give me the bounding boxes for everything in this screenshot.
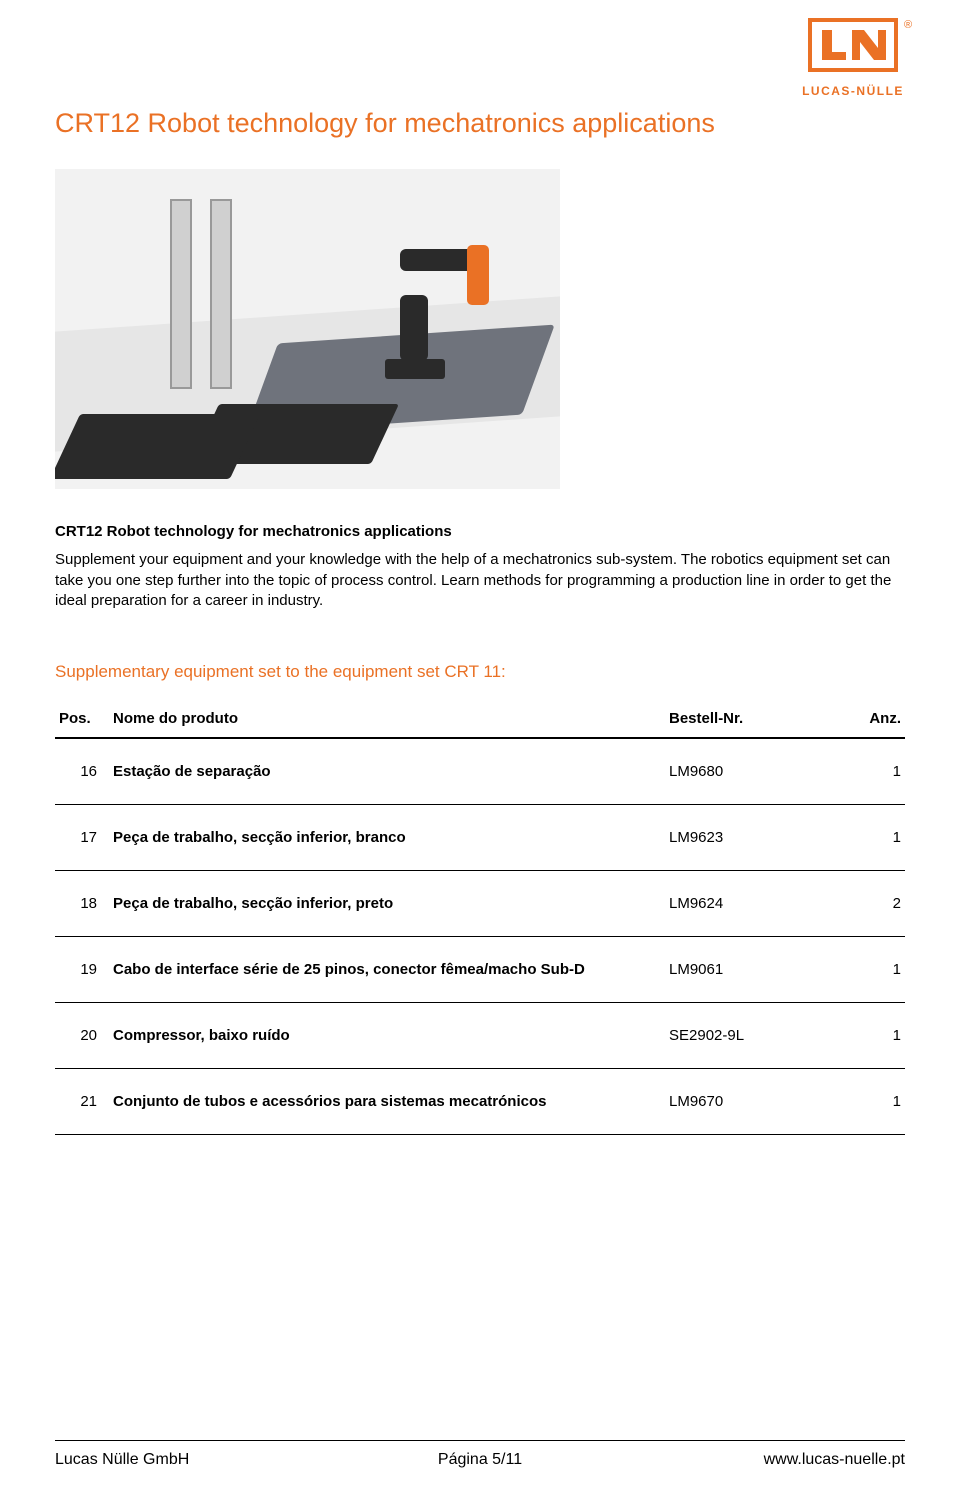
table-row: 21Conjunto de tubos e acessórios para si… bbox=[55, 1069, 905, 1135]
product-image bbox=[55, 169, 560, 489]
cell-name: Compressor, baixo ruído bbox=[109, 1003, 665, 1069]
cell-pos: 19 bbox=[55, 937, 109, 1003]
cell-pos: 20 bbox=[55, 1003, 109, 1069]
table-header-row: Pos. Nome do produto Bestell-Nr. Anz. bbox=[55, 710, 905, 738]
cell-pos: 21 bbox=[55, 1069, 109, 1135]
table-row: 16Estação de separaçãoLM96801 bbox=[55, 738, 905, 805]
cell-qty: 1 bbox=[845, 937, 905, 1003]
brand-logo: ® LUCAS-NÜLLE bbox=[788, 18, 918, 98]
cell-name: Estação de separação bbox=[109, 738, 665, 805]
body-paragraph: Supplement your equipment and your knowl… bbox=[55, 550, 905, 612]
trademark-symbol: ® bbox=[904, 19, 912, 31]
table-row: 17Peça de trabalho, secção inferior, bra… bbox=[55, 805, 905, 871]
col-name: Nome do produto bbox=[109, 710, 665, 738]
cell-qty: 2 bbox=[845, 871, 905, 937]
brand-name: LUCAS-NÜLLE bbox=[788, 84, 918, 98]
table-row: 18Peça de trabalho, secção inferior, pre… bbox=[55, 871, 905, 937]
page-footer: Lucas Nülle GmbH Página 5/11 www.lucas-n… bbox=[55, 1440, 905, 1469]
cell-order: SE2902-9L bbox=[665, 1003, 845, 1069]
footer-center: Página 5/11 bbox=[55, 1451, 905, 1469]
col-pos: Pos. bbox=[55, 710, 109, 738]
cell-order: LM9623 bbox=[665, 805, 845, 871]
table-row: 19Cabo de interface série de 25 pinos, c… bbox=[55, 937, 905, 1003]
supplementary-title: Supplementary equipment set to the equip… bbox=[55, 662, 905, 682]
page-title: CRT12 Robot technology for mechatronics … bbox=[55, 108, 905, 139]
cell-order: LM9624 bbox=[665, 871, 845, 937]
subtitle: CRT12 Robot technology for mechatronics … bbox=[55, 523, 905, 540]
cell-order: LM9061 bbox=[665, 937, 845, 1003]
col-order: Bestell-Nr. bbox=[665, 710, 845, 738]
cell-order: LM9670 bbox=[665, 1069, 845, 1135]
cell-name: Peça de trabalho, secção inferior, preto bbox=[109, 871, 665, 937]
cell-pos: 18 bbox=[55, 871, 109, 937]
cell-qty: 1 bbox=[845, 738, 905, 805]
table-row: 20Compressor, baixo ruídoSE2902-9L1 bbox=[55, 1003, 905, 1069]
cell-qty: 1 bbox=[845, 1069, 905, 1135]
cell-pos: 16 bbox=[55, 738, 109, 805]
cell-qty: 1 bbox=[845, 805, 905, 871]
cell-order: LM9680 bbox=[665, 738, 845, 805]
cell-name: Cabo de interface série de 25 pinos, con… bbox=[109, 937, 665, 1003]
cell-pos: 17 bbox=[55, 805, 109, 871]
col-qty: Anz. bbox=[845, 710, 905, 738]
logo-svg: ® bbox=[788, 18, 918, 82]
cell-name: Conjunto de tubos e acessórios para sist… bbox=[109, 1069, 665, 1135]
products-table: Pos. Nome do produto Bestell-Nr. Anz. 16… bbox=[55, 710, 905, 1135]
cell-qty: 1 bbox=[845, 1003, 905, 1069]
cell-name: Peça de trabalho, secção inferior, branc… bbox=[109, 805, 665, 871]
